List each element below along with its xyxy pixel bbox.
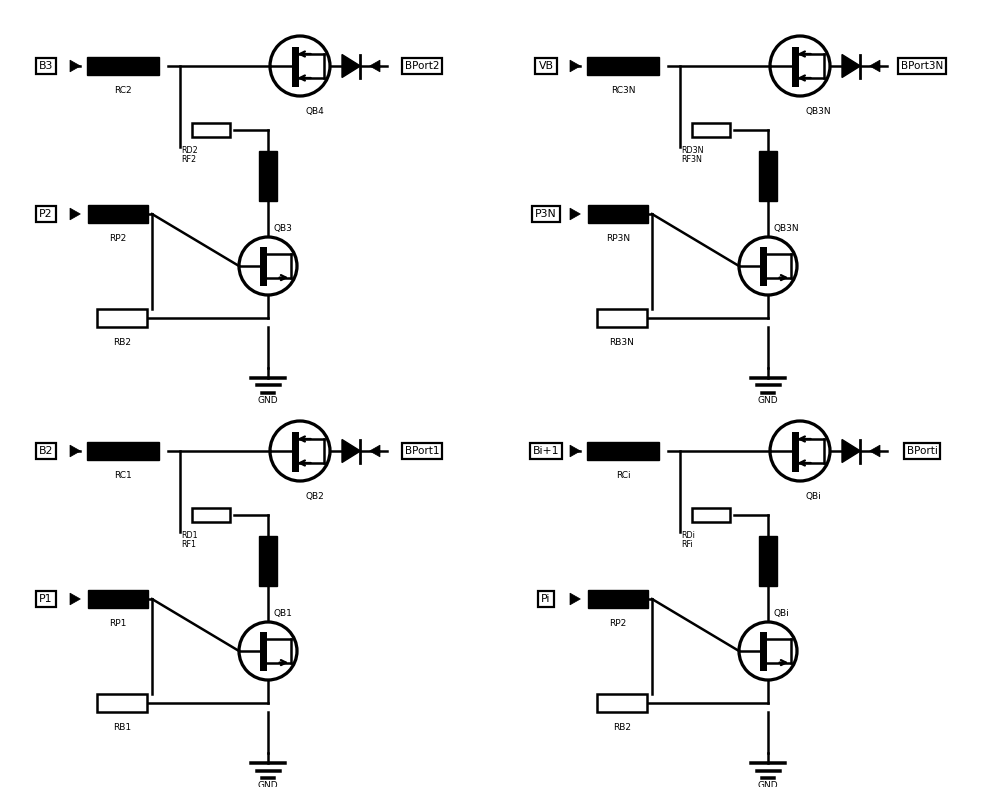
- Bar: [597, 694, 647, 711]
- Text: BPort1: BPort1: [405, 446, 439, 456]
- Bar: [87, 442, 159, 460]
- Bar: [259, 151, 277, 201]
- Text: P1: P1: [39, 594, 53, 604]
- Text: RB2: RB2: [113, 338, 131, 347]
- Text: RP3N: RP3N: [606, 234, 630, 242]
- Bar: [192, 124, 230, 137]
- Polygon shape: [870, 445, 880, 456]
- Bar: [759, 151, 777, 201]
- Text: B2: B2: [39, 446, 53, 456]
- Text: RB3N: RB3N: [610, 338, 634, 347]
- Text: RCi: RCi: [616, 471, 630, 480]
- Bar: [259, 536, 277, 586]
- Polygon shape: [370, 445, 380, 456]
- Bar: [192, 508, 230, 522]
- Text: RC1: RC1: [114, 471, 132, 480]
- Polygon shape: [70, 593, 80, 605]
- Bar: [588, 590, 648, 608]
- Text: RD3N
RF3N: RD3N RF3N: [681, 146, 704, 164]
- Polygon shape: [570, 445, 580, 456]
- Polygon shape: [570, 593, 580, 605]
- Polygon shape: [370, 60, 380, 72]
- Bar: [692, 124, 730, 137]
- Text: RDi
RFi: RDi RFi: [681, 530, 695, 549]
- Bar: [97, 694, 147, 711]
- Text: QBi: QBi: [774, 609, 790, 618]
- Bar: [587, 442, 659, 460]
- Text: GND: GND: [758, 781, 778, 787]
- Text: Bi+1: Bi+1: [533, 446, 559, 456]
- Text: RB1: RB1: [113, 722, 131, 732]
- Text: GND: GND: [258, 396, 278, 405]
- Text: RB2: RB2: [613, 722, 631, 732]
- Text: BPort3N: BPort3N: [901, 61, 943, 71]
- Text: QB1: QB1: [274, 609, 293, 618]
- Text: P2: P2: [39, 209, 53, 219]
- Text: QB3N: QB3N: [774, 224, 800, 233]
- Polygon shape: [70, 208, 80, 220]
- Bar: [88, 590, 148, 608]
- Text: RC2: RC2: [114, 86, 132, 94]
- Text: RC3N: RC3N: [611, 86, 635, 94]
- Bar: [87, 57, 159, 75]
- Polygon shape: [870, 60, 880, 72]
- Text: RD2
RF2: RD2 RF2: [181, 146, 198, 164]
- Text: QBi: QBi: [806, 492, 822, 501]
- Text: GND: GND: [258, 781, 278, 787]
- Polygon shape: [842, 439, 860, 463]
- Text: Pi: Pi: [541, 594, 551, 604]
- Bar: [97, 309, 147, 327]
- Text: B3: B3: [39, 61, 53, 71]
- Bar: [597, 309, 647, 327]
- Polygon shape: [570, 60, 580, 72]
- Text: QB3: QB3: [274, 224, 293, 233]
- Text: QB4: QB4: [306, 107, 325, 116]
- Text: RP2: RP2: [609, 619, 627, 628]
- Polygon shape: [342, 439, 360, 463]
- Bar: [588, 205, 648, 223]
- Polygon shape: [342, 54, 360, 77]
- Bar: [88, 205, 148, 223]
- Text: RP1: RP1: [109, 619, 127, 628]
- Polygon shape: [70, 60, 80, 72]
- Polygon shape: [842, 54, 860, 77]
- Polygon shape: [70, 445, 80, 456]
- Bar: [587, 57, 659, 75]
- Text: RD1
RF1: RD1 RF1: [181, 530, 198, 549]
- Polygon shape: [570, 208, 580, 220]
- Text: VB: VB: [538, 61, 554, 71]
- Text: RP2: RP2: [109, 234, 127, 242]
- Bar: [759, 536, 777, 586]
- Text: BPorti: BPorti: [907, 446, 937, 456]
- Text: P3N: P3N: [535, 209, 557, 219]
- Bar: [692, 508, 730, 522]
- Text: GND: GND: [758, 396, 778, 405]
- Text: QB2: QB2: [306, 492, 325, 501]
- Text: BPort2: BPort2: [405, 61, 439, 71]
- Text: QB3N: QB3N: [806, 107, 832, 116]
